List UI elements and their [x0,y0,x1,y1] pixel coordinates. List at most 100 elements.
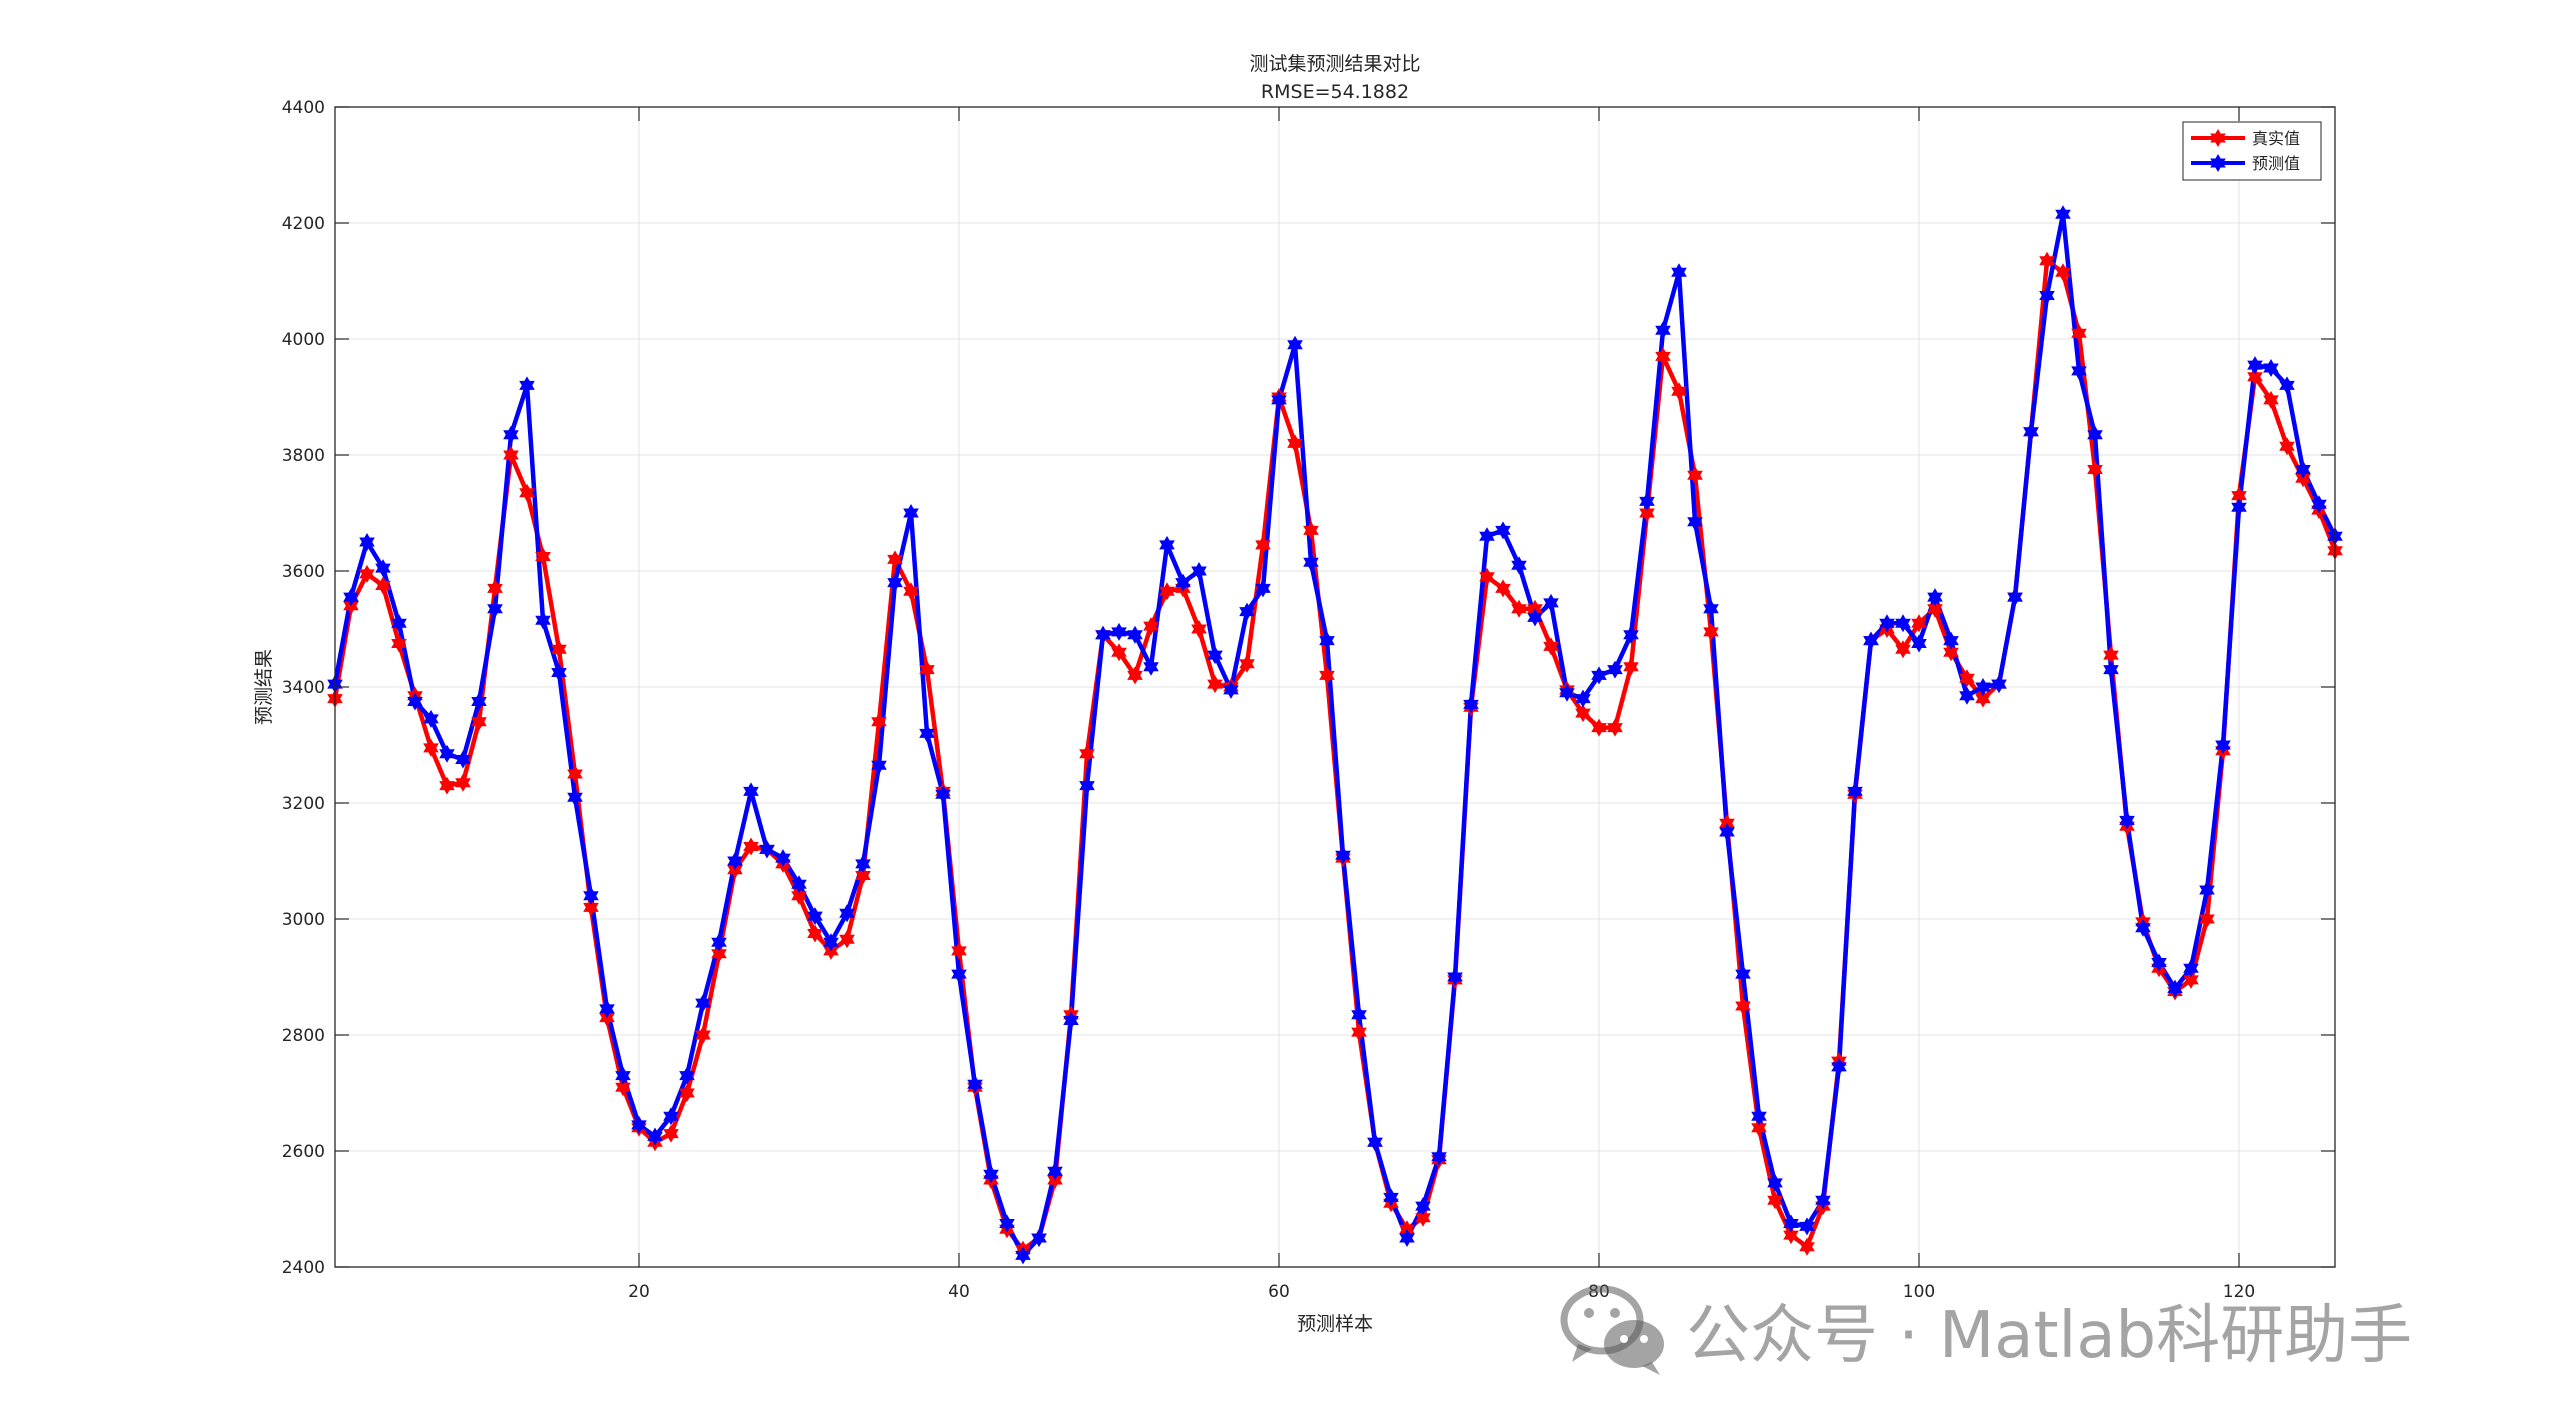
predicted-point [2007,588,2023,607]
predicted-point [1303,553,1319,572]
true-point [2087,460,2103,479]
predicted-point [2167,979,2183,998]
predicted-point [1655,321,1671,340]
predicted-point [487,599,503,618]
predicted-point [1143,657,1159,676]
true-point [1287,434,1303,453]
grid-lines [335,107,2335,1267]
predicted-point [455,750,471,769]
true-point [2247,367,2263,386]
predicted-point [903,504,919,522]
wechat-icon [1560,1285,1664,1375]
true-point [423,738,439,757]
predicted-point [2103,660,2119,679]
predicted-point [519,376,535,395]
y-tick-label: 4400 [282,98,325,118]
true-point [1319,666,1335,685]
true-point [919,660,935,679]
predicted-point [663,1107,679,1126]
true-point [1943,643,1959,662]
true-point [711,944,727,963]
legend: 真实值 预测值 [2182,121,2322,181]
predicted-point [1031,1229,1047,1247]
true-point [1703,622,1719,641]
predicted-point [375,559,391,578]
predicted-point [1399,1229,1415,1247]
predicted-point [407,692,423,711]
true-point [2055,263,2071,282]
true-point [679,1084,695,1102]
predicted-point [887,573,903,592]
series-lines [327,205,2343,1265]
predicted-point [855,854,871,873]
true-point [1255,535,1271,554]
predicted-point [1239,602,1255,621]
true-point [1543,637,1559,656]
predicted-point [1831,1057,1847,1076]
predicted-point [1991,675,2007,694]
chart-subtitle: RMSE=54.1882 [1261,81,1409,103]
true-point [663,1124,679,1143]
y-tick-label: 2400 [282,1258,325,1278]
predicted-point [1895,614,1911,633]
y-tick-label: 3200 [282,794,325,814]
predicted-point [1543,593,1559,612]
predicted-point [1927,588,1943,607]
predicted-point [1431,1147,1447,1166]
predicted-point [391,614,407,633]
predicted-point [1623,625,1639,644]
predicted-point [1495,521,1511,540]
x-tick-label: 20 [628,1282,650,1302]
predicted-point [1319,631,1335,650]
predicted-point [1799,1217,1815,1236]
true-point [1799,1237,1815,1256]
predicted-point [839,904,855,923]
predicted-point [1415,1197,1431,1216]
x-tick-label: 40 [948,1282,970,1302]
true-point [839,930,855,949]
y-tick-label: 3000 [282,910,325,930]
predicted-point [1815,1191,1831,1210]
predicted-point [999,1214,1015,1233]
axis-ticks: 20 40 60 80 100 12024002600280030003200340036… [282,98,2335,1302]
true-point [1927,599,1943,618]
true-point [1079,744,1095,763]
true-point [1207,675,1223,694]
true-point [807,924,823,943]
predicted-point [2039,286,2055,305]
predicted-point [1207,646,1223,665]
true-point [887,550,903,569]
predicted-point [2279,376,2295,395]
y-tick-label: 2800 [282,1026,325,1046]
predicted-point [2119,811,2135,830]
predicted-point [1575,689,1591,708]
predicted-point [471,692,487,711]
legend-marker-true [2210,129,2226,147]
true-point [695,1026,711,1044]
true-point [1767,1191,1783,1210]
predicted-point [1479,527,1495,546]
true-point [1239,654,1255,673]
predicted-point [1527,608,1543,627]
true-point [1895,640,1911,659]
predicted-point [1255,579,1271,598]
y-tick-label: 4200 [282,214,325,234]
true-point [2231,486,2247,505]
true-point [1607,718,1623,737]
predicted-point [1511,556,1527,575]
predicted-point [2295,460,2311,479]
true-point [1591,718,1607,737]
x-tick-label: 60 [1268,1282,1290,1302]
predicted-point [1223,680,1239,699]
predicted-point [2231,498,2247,517]
true-point [2263,390,2279,409]
y-tick-label: 3800 [282,446,325,466]
predicted-point [983,1165,999,1184]
true-point [583,898,599,917]
predicted-point [1863,631,1879,650]
predicted-point [1751,1107,1767,1126]
true-point [391,634,407,653]
true-point [359,564,375,583]
predicted-point [1287,335,1303,354]
